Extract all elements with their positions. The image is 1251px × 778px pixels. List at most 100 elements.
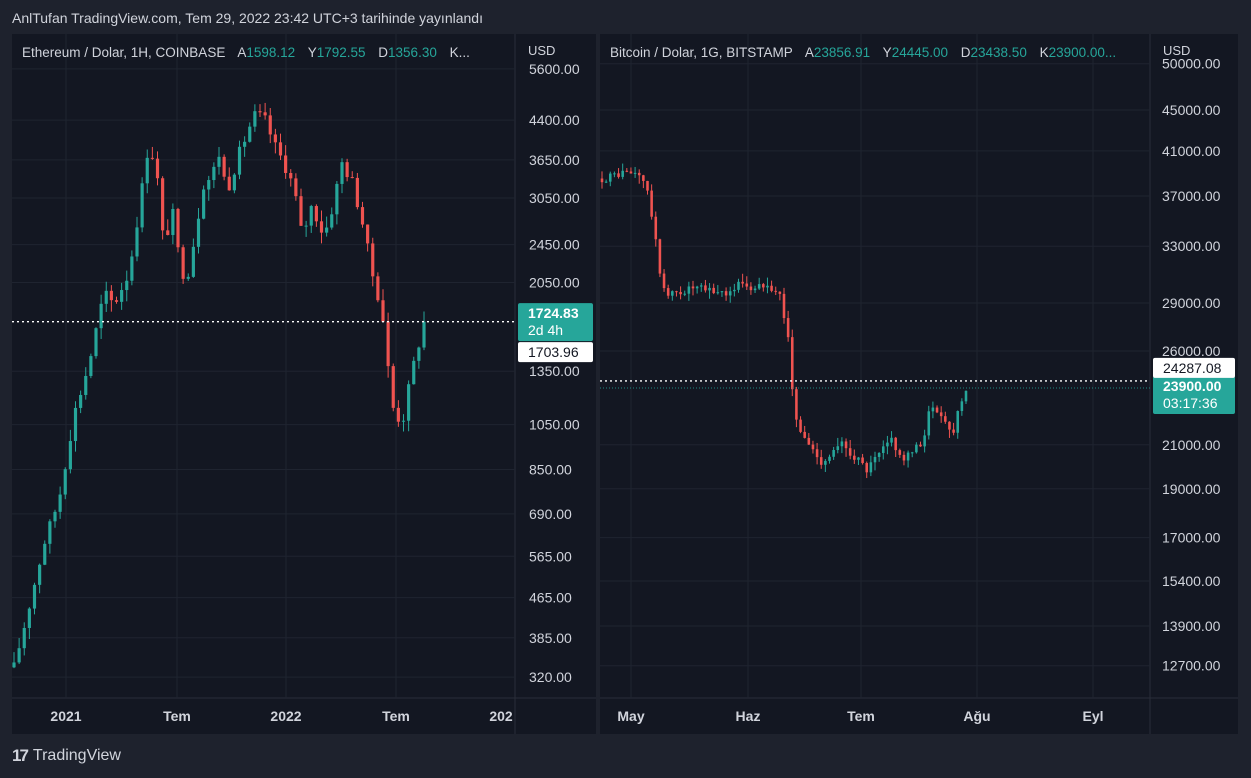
btc-x-tick-label: May	[617, 708, 644, 724]
eth-y-tick-label: 2050.00	[529, 274, 580, 290]
eth-price-label-countdown: 2d 4h	[528, 322, 563, 338]
eth-y-tick-label: 1350.00	[529, 363, 580, 379]
btc-candle-body	[675, 291, 678, 293]
eth-candle-body	[391, 366, 395, 408]
btc-candle-body	[956, 411, 960, 433]
tradingview-logo-icon: 17	[12, 746, 29, 765]
btc-candle-body	[749, 286, 753, 291]
btc-candle-body	[704, 285, 707, 291]
eth-candle-body	[32, 584, 37, 609]
btc-candle-body	[902, 454, 906, 461]
eth-candle-body	[120, 290, 124, 302]
btc-y-tick-label: 26000.00	[1162, 343, 1221, 359]
btc-y-tick-label: 37000.00	[1162, 188, 1221, 204]
eth-candle-body	[237, 146, 242, 175]
eth-candle-body	[376, 276, 380, 301]
eth-candle-body	[63, 469, 67, 495]
eth-y-tick-label: 850.00	[529, 462, 572, 478]
eth-y-tick-label: 465.00	[529, 590, 572, 606]
ethereum-close-value: ...	[458, 45, 470, 60]
eth-candle-body	[319, 221, 324, 233]
btc-candle-body	[770, 285, 773, 291]
eth-candle-body	[355, 177, 359, 208]
btc-candle-body	[658, 239, 662, 274]
eth-candle-body	[12, 662, 16, 668]
eth-line-label: 1703.96	[518, 342, 593, 363]
btc-candle-body	[600, 178, 604, 183]
eth-candle-body	[345, 162, 349, 178]
ethereum-chart-panel[interactable]: 5600.00 4400.00 3650.00 3050.00 2450.00 2050.…	[12, 34, 712, 734]
eth-candle-body	[155, 158, 160, 179]
bitcoin-low-value: 23438.50	[970, 45, 1027, 60]
btc-candle-body	[910, 452, 914, 454]
btc-candle-body	[857, 457, 860, 460]
btc-candle-body	[716, 292, 720, 294]
eth-y-tick-label: 1050.00	[529, 417, 580, 433]
eth-candle-body	[396, 407, 400, 422]
btc-candle-body	[753, 288, 757, 291]
ethereum-close-key: K	[449, 45, 459, 60]
eth-candle-body	[263, 112, 267, 116]
eth-line-label-bg	[518, 342, 593, 363]
eth-x-tick-label: 202	[489, 708, 513, 724]
tradingview-footer[interactable]: 17 TradingView	[12, 746, 121, 766]
eth-candle-body	[253, 111, 257, 127]
btc-price-label-value: 23900.00	[1163, 378, 1222, 394]
eth-y-tick-label: 565.00	[529, 548, 572, 564]
eth-candle-body	[304, 225, 308, 227]
btc-candle-body	[782, 293, 786, 319]
btc-candle-body	[948, 421, 951, 430]
bitcoin-chart-svg[interactable]: 50000.00 45000.00 41000.00 37000.00 33000.00…	[600, 34, 1251, 734]
ethereum-chart-svg[interactable]: 5600.00 4400.00 3650.00 3050.00 2450.00 2050.…	[12, 34, 712, 734]
eth-y-tick-label: 4400.00	[529, 112, 580, 128]
eth-candle-body	[294, 178, 298, 197]
eth-candle-body	[125, 280, 129, 291]
btc-candle-body	[935, 407, 939, 413]
btc-candle-body	[836, 446, 840, 451]
eth-candle-body	[417, 347, 421, 361]
btc-candle-body	[886, 442, 889, 447]
ethereum-high-key: Y	[307, 45, 317, 60]
btc-candle-body	[865, 463, 869, 473]
btc-candle-body	[633, 172, 637, 174]
btc-line-label-value: 24287.08	[1163, 360, 1222, 376]
ethereum-open-key: A	[237, 45, 247, 60]
btc-candle-body	[724, 291, 728, 296]
eth-candle-body	[422, 321, 426, 348]
eth-price-label-bg	[518, 303, 593, 342]
eth-candle-body	[212, 166, 216, 181]
bitcoin-chart-panel[interactable]: 50000.00 45000.00 41000.00 37000.00 33000.00…	[600, 34, 1251, 734]
eth-candle-body	[53, 511, 57, 522]
eth-candle-body	[299, 196, 303, 226]
btc-candle-body	[832, 450, 835, 457]
eth-x-tick-label: Tem	[163, 708, 191, 724]
eth-candle-body	[114, 300, 119, 302]
btc-candle-body	[915, 444, 918, 453]
eth-candle-body	[217, 156, 221, 167]
btc-candle-body	[642, 175, 645, 181]
btc-candle-body	[795, 389, 798, 420]
btc-candle-body	[919, 444, 922, 447]
eth-y-tick-label: 3050.00	[529, 190, 580, 206]
btc-candle-body	[811, 444, 815, 450]
btc-candle-body	[745, 283, 749, 287]
btc-candle-body	[923, 435, 926, 447]
bitcoin-symbol: Bitcoin / Dolar, 1G, BITSTAMP	[610, 45, 793, 60]
eth-candle-body	[196, 218, 201, 247]
btc-candle-body	[762, 284, 765, 288]
btc-candle-body	[654, 216, 658, 240]
btc-candle-body	[861, 457, 864, 464]
eth-candle-body	[94, 328, 98, 357]
eth-candle-body	[412, 360, 416, 385]
eth-candle-body	[268, 115, 272, 135]
eth-candle-body	[68, 441, 72, 470]
btc-candle-body	[699, 285, 703, 287]
eth-candle-body	[166, 230, 170, 236]
ethereum-high-value: 1792.55	[316, 45, 366, 60]
eth-candle-body	[145, 157, 149, 184]
btc-candle-body	[881, 446, 885, 453]
eth-candle-body	[73, 407, 78, 442]
btc-candle-body	[733, 289, 736, 292]
btc-y-tick-label: 29000.00	[1162, 295, 1221, 311]
eth-candle-body	[232, 174, 236, 191]
